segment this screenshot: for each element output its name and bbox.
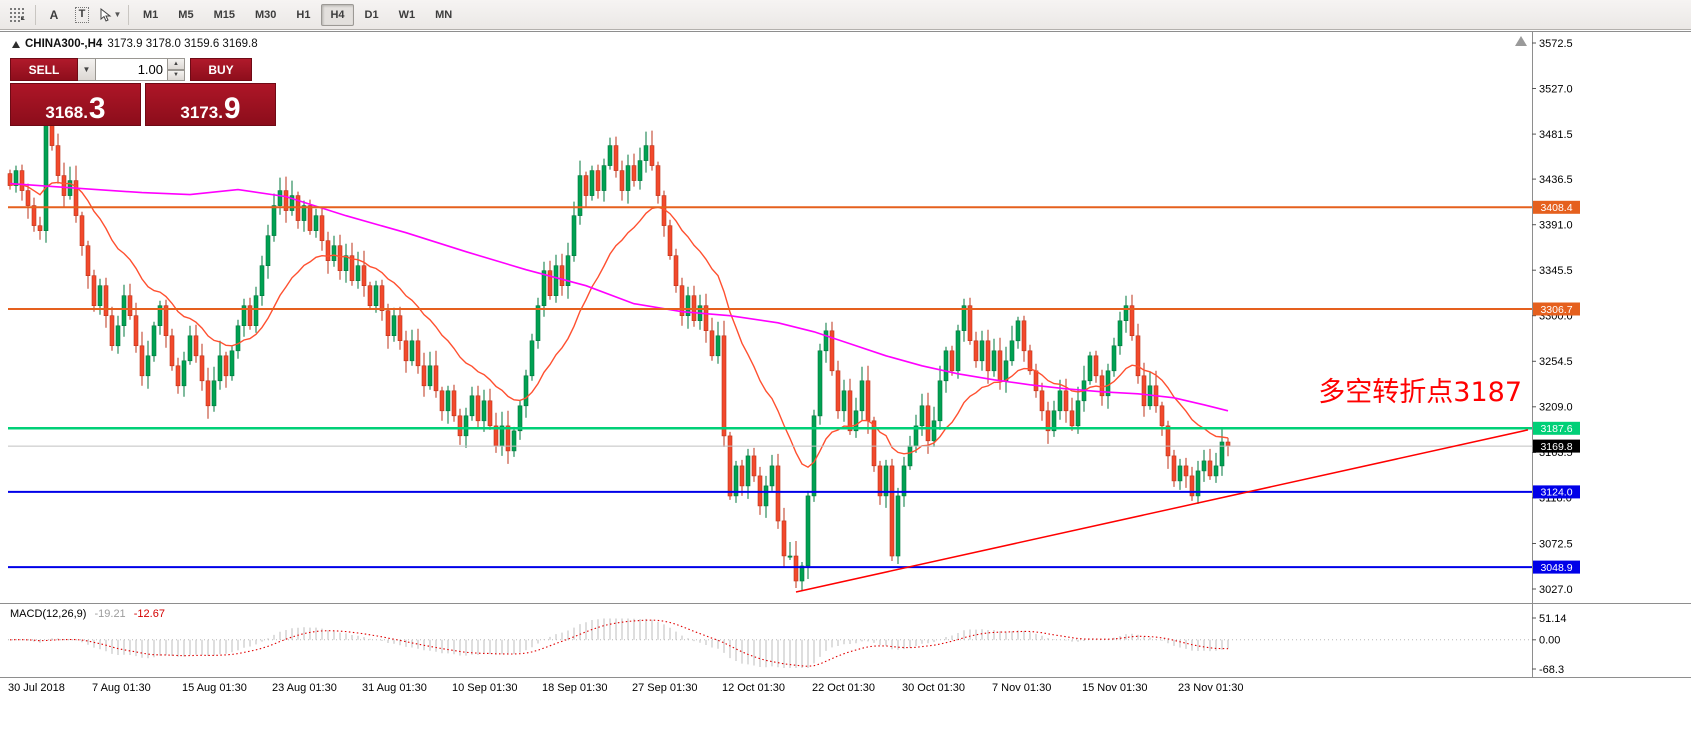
cursor-icon	[100, 7, 111, 22]
sell-price-base: 3168.	[45, 103, 88, 122]
timeframe-h4-button[interactable]: H4	[321, 3, 354, 26]
toolbar-divider	[35, 4, 36, 25]
svg-text:3124.0: 3124.0	[1540, 487, 1572, 499]
timeframe-m30-button[interactable]: M30	[254, 8, 277, 21]
ma-fast-line[interactable]	[9, 181, 1229, 469]
svg-text:3072.5: 3072.5	[1539, 538, 1573, 550]
sell-price-panel[interactable]: 3168. 3	[10, 83, 141, 126]
svg-text:51.14: 51.14	[1539, 613, 1567, 625]
svg-text:7 Nov 01:30: 7 Nov 01:30	[992, 682, 1051, 694]
timeframe-group: M1 M5 M15 M30 H1 H4 D1 W1 MN	[133, 3, 462, 26]
trade-prices-row: 3168. 3 3173. 9	[10, 83, 276, 126]
svg-text:3306.7: 3306.7	[1540, 304, 1572, 316]
svg-text:-68.3: -68.3	[1539, 664, 1564, 676]
svg-text:15 Nov 01:30: 15 Nov 01:30	[1082, 682, 1147, 694]
panel-separators	[0, 603, 1691, 678]
buy-button-label: BUY	[208, 62, 234, 77]
price-axis[interactable]: 3572.53527.03481.53436.53391.03345.53300…	[1532, 32, 1573, 678]
buy-button[interactable]: BUY	[190, 58, 252, 81]
svg-text:3481.5: 3481.5	[1539, 129, 1573, 141]
svg-text:3187.6: 3187.6	[1540, 423, 1572, 435]
svg-text:3391.0: 3391.0	[1539, 220, 1573, 232]
svg-text:7 Aug 01:30: 7 Aug 01:30	[92, 682, 151, 694]
trendline[interactable]	[795, 429, 1529, 593]
text-tool-label: A	[49, 7, 59, 22]
svg-text:22 Oct 01:30: 22 Oct 01:30	[812, 682, 875, 694]
svg-text:3572.5: 3572.5	[1539, 38, 1573, 50]
volume-increase-button[interactable]: ▲	[168, 58, 185, 70]
timeframe-w1-button[interactable]: W1	[398, 8, 416, 21]
volume-stepper: ▲ ▼	[168, 58, 185, 81]
chart-ohlc-values: 3173.9 3178.0 3159.6 3169.8	[107, 38, 258, 50]
svg-text:3169.8: 3169.8	[1540, 441, 1572, 453]
chart-shift-marker-icon	[1515, 36, 1527, 46]
chevron-down-icon: ▼	[113, 10, 122, 19]
svg-text:3209.0: 3209.0	[1539, 402, 1573, 414]
candles-layer	[7, 109, 1231, 591]
text-tool-button[interactable]: A	[41, 3, 67, 27]
timeframe-mn-button[interactable]: MN	[435, 8, 453, 21]
timeframe-h1-button[interactable]: H1	[296, 8, 311, 21]
chart-title: CHINA300-,H4 3173.9 3178.0 3159.6 3169.8	[12, 38, 258, 50]
svg-text:3527.0: 3527.0	[1539, 83, 1573, 95]
svg-text:0.00: 0.00	[1539, 635, 1560, 647]
text-label-tool-label: T	[74, 6, 90, 23]
svg-text:27 Sep 01:30: 27 Sep 01:30	[632, 682, 697, 694]
macd-signal-value: -12.67	[133, 608, 165, 620]
svg-text:23 Aug 01:30: 23 Aug 01:30	[272, 682, 337, 694]
svg-text:15 Aug 01:30: 15 Aug 01:30	[182, 682, 247, 694]
svg-text:3048.9: 3048.9	[1540, 562, 1572, 574]
one-click-trading-panel: SELL ▼ ▲ ▼ BUY 3168. 3	[10, 58, 276, 126]
volume-decrease-button[interactable]: ▼	[168, 69, 185, 81]
svg-text:3254.5: 3254.5	[1539, 356, 1573, 368]
grid-icon-glyph	[10, 7, 25, 22]
text-label-tool-button[interactable]: T	[69, 3, 95, 27]
sell-price-pip: 3	[88, 92, 106, 125]
price-line-labels: 3408.4 3306.7 3187.6 3169.8 3124.0 3048.9	[1533, 200, 1580, 574]
toolbar: A T ▼ M1 M5 M15 M30 H1 H4 D1 W1 MN	[0, 0, 1691, 30]
svg-text:30 Jul 2018: 30 Jul 2018	[8, 682, 65, 694]
timeframe-m1-button[interactable]: M1	[143, 8, 159, 21]
price-chart[interactable]: 3572.53527.03481.53436.53391.03345.53300…	[0, 32, 1691, 755]
svg-text:3436.5: 3436.5	[1539, 174, 1573, 186]
chart-panel: 3572.5 3527.0 3481.5 3436.5 3391.0 3345.5 3300…	[0, 31, 1691, 755]
chart-symbol-label: CHINA300-,H4	[25, 38, 103, 50]
ma-slow-line[interactable]	[9, 182, 1229, 412]
chart-marker-icon	[12, 40, 20, 48]
toolbar-divider	[128, 4, 129, 25]
svg-text:3027.0: 3027.0	[1539, 584, 1573, 596]
volume-dropdown-button[interactable]: ▼	[78, 58, 96, 81]
svg-text:31 Aug 01:30: 31 Aug 01:30	[362, 682, 427, 694]
macd-indicator-header: MACD(12,26,9) -19.21 -12.67	[10, 608, 165, 620]
volume-input[interactable]	[96, 58, 168, 81]
horizontal-lines-layer[interactable]	[8, 206, 1532, 569]
timeframe-m15-button[interactable]: M15	[213, 8, 235, 21]
svg-text:10 Sep 01:30: 10 Sep 01:30	[452, 682, 517, 694]
macd-indicator-layer: 51.14 0.00 -68.3	[8, 613, 1567, 676]
sell-button[interactable]: SELL	[10, 58, 78, 81]
sell-button-label: SELL	[28, 62, 60, 77]
timeframe-d1-button[interactable]: D1	[364, 8, 379, 21]
svg-text:30 Oct 01:30: 30 Oct 01:30	[902, 682, 965, 694]
buy-price-pip: 9	[223, 92, 241, 125]
cursor-tool-button[interactable]: ▼	[97, 3, 123, 27]
buy-price-panel[interactable]: 3173. 9	[145, 83, 276, 126]
svg-text:18 Sep 01:30: 18 Sep 01:30	[542, 682, 607, 694]
macd-title: MACD(12,26,9)	[10, 608, 87, 620]
buy-price-base: 3173.	[180, 103, 223, 122]
trade-controls-row: SELL ▼ ▲ ▼ BUY	[10, 58, 276, 81]
svg-text:23 Nov 01:30: 23 Nov 01:30	[1178, 682, 1243, 694]
svg-text:12 Oct 01:30: 12 Oct 01:30	[722, 682, 785, 694]
annotation-text[interactable]: 多空转折点3187	[1318, 377, 1522, 408]
timeframe-m5-button[interactable]: M5	[178, 8, 194, 21]
svg-text:3345.5: 3345.5	[1539, 265, 1573, 277]
svg-text:3408.4: 3408.4	[1540, 202, 1572, 214]
chevron-down-icon: ▼	[82, 65, 91, 74]
svg-text:多空转折点3187: 多空转折点3187	[1318, 377, 1522, 408]
macd-main-value: -19.21	[94, 608, 126, 620]
time-axis[interactable]: 30 Jul 2018 7 Aug 01:30 15 Aug 01:30 23 Aug…	[8, 682, 1243, 694]
grid-icon[interactable]	[4, 3, 30, 27]
